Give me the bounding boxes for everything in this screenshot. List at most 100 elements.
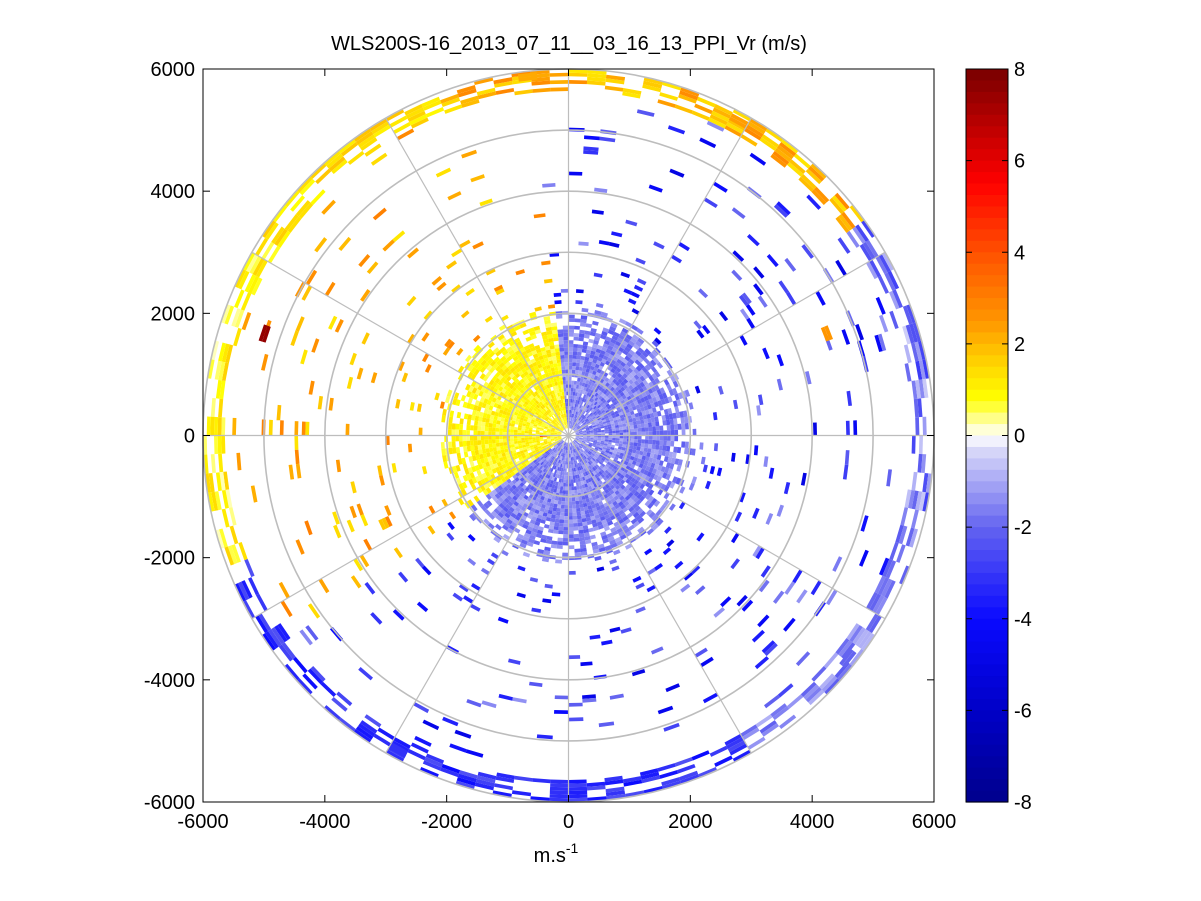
velocity-cell xyxy=(548,395,553,400)
velocity-cell xyxy=(554,445,559,449)
velocity-cell xyxy=(215,529,225,549)
velocity-cell xyxy=(549,794,569,799)
velocity-cell xyxy=(602,355,609,361)
velocity-cell xyxy=(560,384,564,389)
velocity-cell xyxy=(525,336,532,342)
velocity-cell xyxy=(655,459,661,465)
velocity-cell xyxy=(592,471,597,476)
velocity-cell xyxy=(611,398,616,404)
velocity-cell xyxy=(604,779,624,786)
velocity-cell xyxy=(519,378,525,384)
velocity-cell xyxy=(538,387,543,393)
velocity-cell xyxy=(582,345,588,350)
velocity-cell xyxy=(574,428,578,432)
velocity-cell xyxy=(654,337,662,345)
velocity-cell xyxy=(446,260,457,270)
velocity-cell xyxy=(601,346,608,352)
velocity-cell xyxy=(548,371,553,377)
velocity-cell xyxy=(562,426,565,430)
velocity-cell xyxy=(475,475,481,483)
velocity-cell xyxy=(543,508,549,514)
velocity-cell xyxy=(634,412,640,418)
velocity-cell xyxy=(648,435,653,440)
velocity-cell xyxy=(503,445,508,450)
velocity-cell xyxy=(602,485,608,491)
velocity-cell xyxy=(545,388,550,393)
velocity-cell xyxy=(465,383,471,391)
velocity-cell xyxy=(519,477,525,483)
velocity-cell xyxy=(586,80,606,86)
velocity-cell xyxy=(552,452,556,457)
velocity-cell xyxy=(491,427,496,432)
velocity-cell xyxy=(560,471,563,476)
velocity-cell xyxy=(485,487,492,494)
velocity-cell xyxy=(565,446,567,450)
velocity-cell xyxy=(569,446,571,451)
velocity-cell xyxy=(591,519,597,524)
velocity-cell xyxy=(448,422,453,430)
velocity-cell xyxy=(666,440,671,447)
velocity-cell xyxy=(506,355,513,362)
velocity-cell xyxy=(545,423,549,427)
velocity-cell xyxy=(585,467,589,472)
velocity-cell xyxy=(335,459,342,473)
velocity-cell xyxy=(573,460,577,465)
velocity-cell xyxy=(577,455,581,459)
velocity-cell xyxy=(590,476,595,482)
velocity-cell xyxy=(740,134,758,147)
velocity-cell xyxy=(353,729,372,743)
velocity-cell xyxy=(739,492,746,503)
y-tick-label: 0 xyxy=(184,426,195,448)
velocity-cell xyxy=(620,627,632,634)
velocity-cell xyxy=(554,431,559,433)
colorbar-tick-label: 8 xyxy=(1014,59,1025,81)
velocity-cell xyxy=(625,381,631,388)
colorbar-band xyxy=(966,114,1008,127)
velocity-cell xyxy=(591,423,596,427)
velocity-cell xyxy=(556,458,560,463)
velocity-cell xyxy=(547,453,552,458)
velocity-cell xyxy=(628,384,634,391)
velocity-cell xyxy=(716,467,723,477)
velocity-cell xyxy=(379,475,385,486)
velocity-cell xyxy=(601,437,605,440)
velocity-cell xyxy=(559,377,563,382)
velocity-cell xyxy=(575,443,579,447)
velocity-cell xyxy=(529,425,534,428)
velocity-cell xyxy=(820,326,830,342)
velocity-cell xyxy=(527,469,533,475)
velocity-cell xyxy=(533,401,538,407)
velocity-cell xyxy=(632,334,640,341)
velocity-cell xyxy=(728,116,747,129)
velocity-cell xyxy=(482,375,489,382)
velocity-cell xyxy=(385,435,390,446)
velocity-cell xyxy=(569,461,572,465)
velocity-cell xyxy=(610,454,616,459)
velocity-cell xyxy=(526,419,531,423)
velocity-cell xyxy=(573,344,579,348)
velocity-cell xyxy=(629,410,635,416)
velocity-cell xyxy=(619,375,626,382)
velocity-cell xyxy=(501,340,509,347)
velocity-cell xyxy=(545,478,550,483)
velocity-cell xyxy=(563,343,569,348)
velocity-cell xyxy=(219,528,228,548)
velocity-cell xyxy=(560,395,563,400)
velocity-cell xyxy=(625,530,633,538)
velocity-cell xyxy=(522,479,527,485)
velocity-cell xyxy=(575,300,583,305)
velocity-cell xyxy=(560,288,569,293)
velocity-cell xyxy=(589,440,594,443)
velocity-cell xyxy=(571,384,574,389)
velocity-cell xyxy=(655,425,660,431)
velocity-cell xyxy=(628,506,635,513)
velocity-cell xyxy=(531,478,537,483)
velocity-cell xyxy=(502,506,509,513)
velocity-cell xyxy=(599,401,604,407)
velocity-cell xyxy=(665,414,670,420)
velocity-cell xyxy=(484,439,489,445)
velocity-cell xyxy=(517,435,522,439)
velocity-cell xyxy=(607,424,612,428)
velocity-cell xyxy=(441,97,461,107)
velocity-cell xyxy=(486,452,491,458)
